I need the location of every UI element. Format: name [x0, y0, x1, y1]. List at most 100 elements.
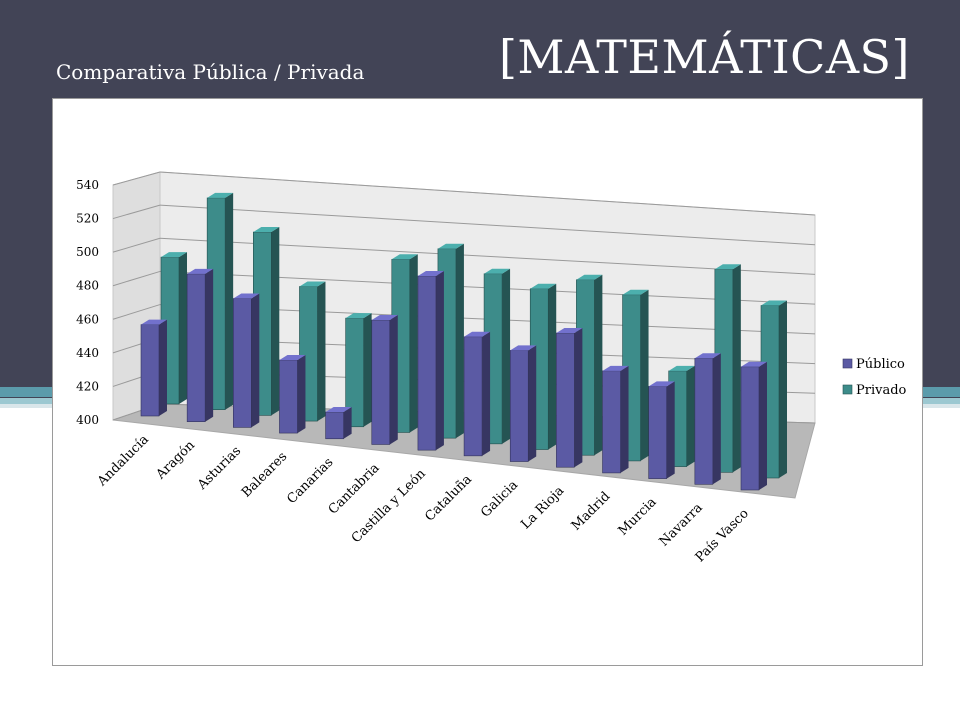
bar-publico-top — [648, 381, 675, 387]
x-tick-label: Madrid — [569, 489, 614, 534]
bar-publico-top — [510, 345, 537, 351]
bar-publico-top — [417, 270, 444, 276]
bar-privado-side — [640, 289, 649, 461]
bar-publico-front — [740, 366, 760, 491]
bar-publico-front — [509, 350, 529, 462]
bar-publico-side — [482, 331, 491, 456]
bar-publico-side — [251, 293, 260, 428]
bar-privado-side — [179, 252, 187, 404]
bar-privado-top — [161, 252, 187, 258]
bar-privado-top — [299, 281, 326, 287]
bar-privado-top — [253, 227, 280, 233]
x-tick-label: Andalucía — [94, 432, 152, 490]
bar-publico-side — [435, 270, 444, 451]
bar-privado-top — [668, 365, 695, 371]
bar-publico-top — [556, 328, 583, 334]
y-tick-label: 440 — [76, 346, 99, 360]
bar-publico — [602, 365, 629, 474]
bar-publico-front — [140, 324, 160, 417]
bar-privado-side — [779, 300, 787, 478]
gridline-side — [112, 204, 161, 220]
bar-publico — [233, 293, 260, 428]
bar-publico-front — [694, 357, 714, 485]
bar-publico-side — [712, 353, 721, 485]
bar-publico-side — [620, 365, 629, 473]
bar-privado-side — [732, 264, 741, 473]
gridline-side — [112, 304, 161, 320]
slide-subtitle: Comparativa Pública / Privada — [56, 60, 365, 84]
bar-publico-front — [463, 336, 483, 457]
legend-swatch — [842, 358, 853, 369]
y-tick-label: 400 — [76, 413, 99, 427]
bar-privado-top — [207, 192, 234, 198]
bar-publico-top — [279, 354, 306, 360]
bar-publico-side — [759, 361, 767, 490]
bar-publico-side — [205, 268, 214, 422]
bar-publico-side — [343, 407, 352, 439]
bar-publico-top — [694, 353, 721, 359]
bar-privado-top — [345, 313, 372, 319]
legend-swatch — [842, 384, 853, 395]
gridline-side — [112, 237, 161, 253]
bar-privado-top — [761, 300, 787, 306]
chart-bars — [140, 192, 787, 491]
bar-publico — [417, 270, 444, 451]
bar-publico-top — [741, 361, 767, 367]
bar-publico — [371, 315, 398, 445]
gridline-side — [112, 270, 161, 287]
bar-privado-side — [686, 365, 695, 467]
bar-privado-side — [548, 283, 557, 450]
x-tick-label: Cataluña — [422, 472, 475, 525]
bar-publico — [463, 331, 491, 457]
bar-publico-top — [371, 315, 398, 321]
bar-publico-top — [187, 268, 214, 274]
bar-publico-top — [233, 293, 260, 299]
bar-privado-side — [455, 243, 464, 439]
slide-title: [MATEMÁTICAS] — [498, 30, 910, 84]
bar-privado-side — [317, 281, 326, 422]
bar-publico-side — [297, 354, 306, 434]
bar-publico-front — [602, 370, 621, 474]
bar-publico — [186, 268, 214, 422]
y-tick-label: 480 — [76, 279, 99, 293]
bar-publico — [140, 319, 167, 417]
bar-privado — [760, 300, 787, 479]
bar-privado-top — [714, 264, 741, 270]
bar-publico-side — [389, 315, 398, 445]
bar-privado-side — [271, 227, 280, 416]
bar-publico — [694, 353, 721, 485]
y-tick-label: 420 — [76, 379, 99, 393]
x-tick-label: Murcia — [616, 495, 660, 539]
y-axis-ticks: 400 420 440 460 480 500 520 540 — [76, 178, 99, 427]
bar-publico-front — [371, 319, 391, 445]
gridline — [159, 204, 816, 246]
bar-publico-front — [186, 273, 206, 422]
bar-publico-front — [648, 386, 667, 479]
bar-privado-side — [225, 192, 234, 410]
bar-publico-top — [602, 365, 629, 371]
bar-privado-top — [437, 243, 464, 249]
header-band — [0, 0, 960, 98]
bar-publico-side — [574, 328, 583, 468]
legend-label: Público — [856, 357, 905, 372]
bar-publico — [325, 407, 352, 440]
x-tick-label: Navarra — [657, 500, 706, 549]
bar-publico-front — [325, 411, 344, 440]
bar-publico-side — [666, 381, 675, 479]
bar-privado-top — [530, 283, 557, 289]
y-tick-label: 500 — [76, 245, 99, 259]
bar-publico — [556, 328, 583, 468]
bar-publico-front — [279, 359, 298, 434]
x-tick-label: La Rioja — [518, 483, 567, 532]
bar-publico — [509, 345, 537, 462]
bar-publico-top — [325, 407, 352, 413]
bar-publico-front — [556, 332, 575, 468]
bar-privado-top — [484, 268, 511, 274]
bar-publico-top — [141, 319, 167, 325]
bar-publico-side — [528, 345, 537, 462]
bar-publico — [740, 361, 767, 491]
bar-privado-side — [502, 268, 511, 444]
bar-publico-front — [233, 298, 252, 428]
bar-privado-top — [576, 274, 603, 280]
